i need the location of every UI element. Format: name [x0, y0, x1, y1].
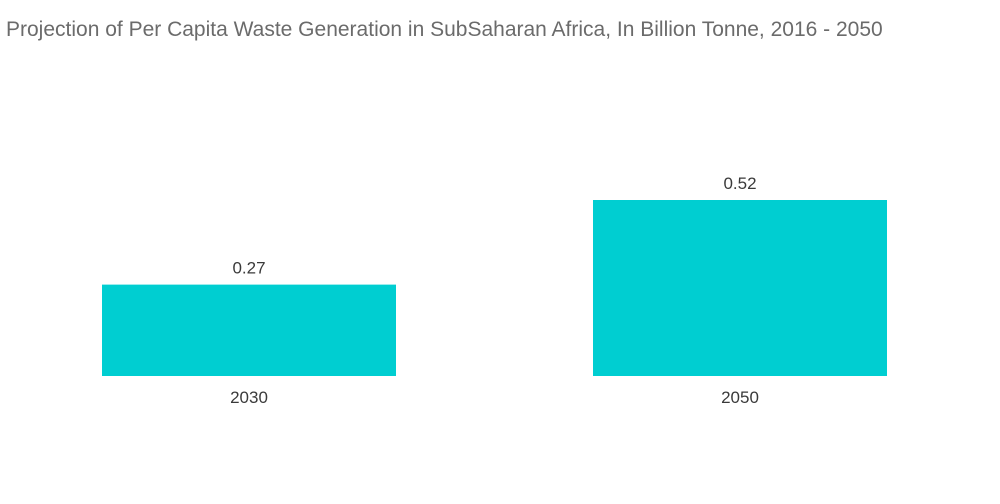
bar-2050: [593, 200, 887, 376]
x-tick-label-2030: 2030: [230, 388, 268, 407]
chart-title: Projection of Per Capita Waste Generatio…: [6, 18, 883, 41]
bar-2030: [102, 284, 396, 376]
data-label-2050: 0.52: [723, 174, 756, 193]
x-tick-label-2050: 2050: [721, 388, 759, 407]
data-label-2030: 0.27: [232, 259, 265, 278]
bars-group: 0.27 2030 0.52 2050: [102, 174, 887, 407]
